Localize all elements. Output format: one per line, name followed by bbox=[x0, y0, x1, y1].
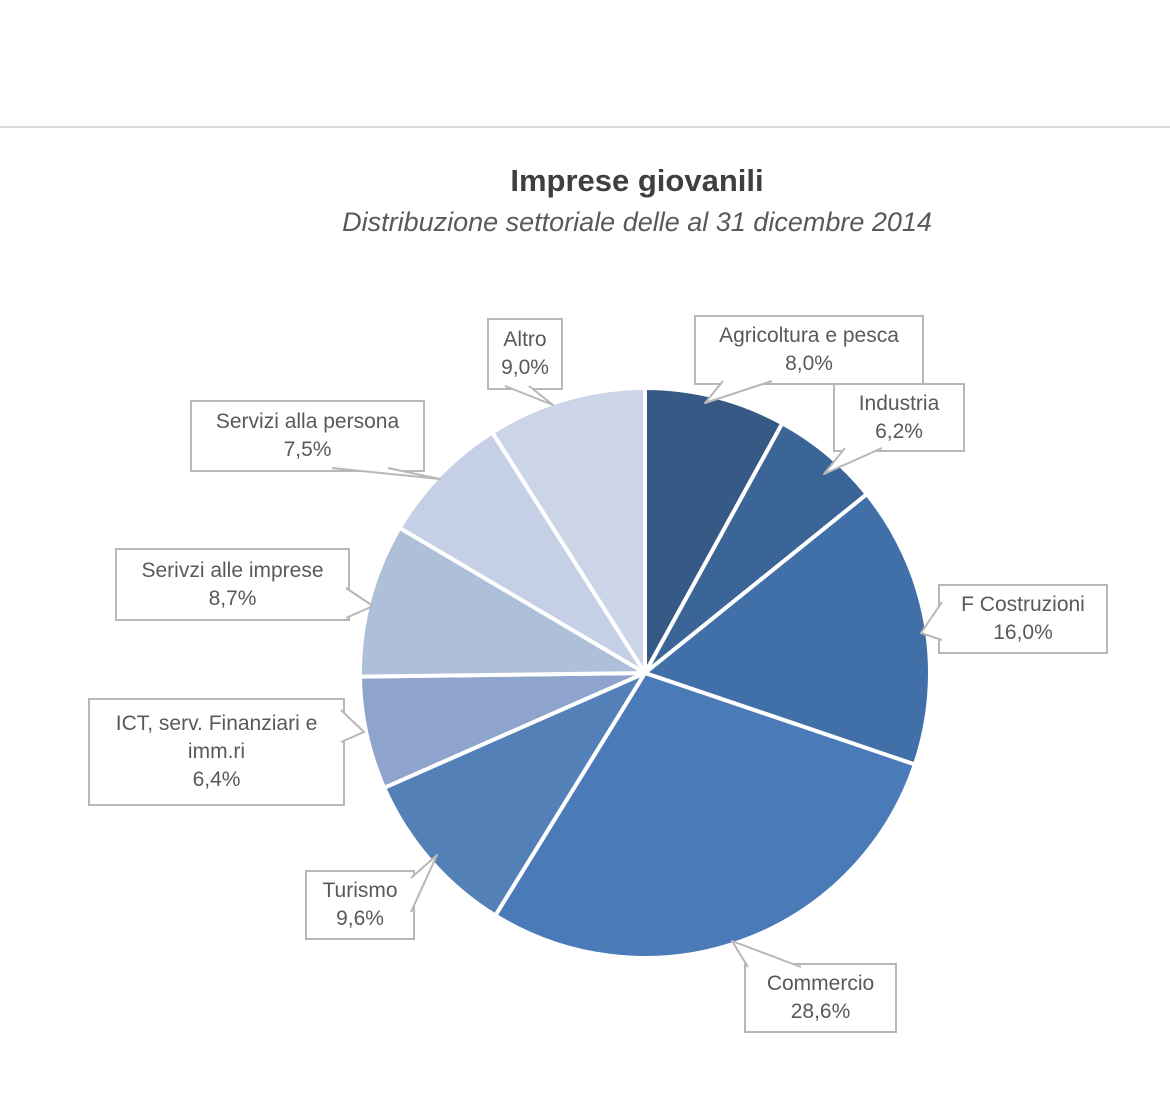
callout-label: Serivzi alle imprese bbox=[141, 558, 324, 582]
callout-label: F Costruzioni bbox=[961, 593, 1085, 617]
callout-label: Agricoltura e pesca bbox=[719, 324, 899, 348]
callout-altro[interactable]: Altro 9,0% bbox=[487, 318, 563, 390]
chart-subtitle: Distribuzione settoriale delle al 31 dic… bbox=[342, 207, 932, 237]
callout-f-costruzioni[interactable]: F Costruzioni 16,0% bbox=[938, 584, 1108, 654]
callout-turismo[interactable]: Turismo 9,6% bbox=[305, 870, 415, 940]
callout-commercio[interactable]: Commercio 28,6% bbox=[744, 963, 897, 1033]
callout-value: 9,6% bbox=[336, 907, 384, 930]
callout-industria[interactable]: Industria 6,2% bbox=[833, 383, 965, 452]
callout-label: Industria bbox=[858, 391, 940, 415]
callout-label: Turismo bbox=[322, 879, 398, 903]
top-divider bbox=[0, 126, 1170, 128]
callout-value: 7,5% bbox=[283, 438, 332, 461]
callout-servizi-alla-persona[interactable]: Servizi alla persona 7,5% bbox=[190, 400, 425, 472]
callout-value: 8,7% bbox=[208, 586, 257, 610]
pie-slice-8[interactable] bbox=[490, 386, 647, 675]
chart-title: Imprese giovanili bbox=[510, 163, 764, 198]
callout-label: ICT, serv. Finanziari e imm.ri bbox=[115, 712, 318, 764]
callout-ict-serv-finanziari[interactable]: ICT, serv. Finanziari e imm.ri 6,4% bbox=[88, 698, 345, 806]
callout-serivzi-alle-imprese[interactable]: Serivzi alle imprese 8,7% bbox=[115, 548, 350, 621]
callout-value: 6,2% bbox=[875, 419, 923, 443]
callout-value: 8,0% bbox=[785, 352, 833, 375]
callout-value: 16,0% bbox=[993, 621, 1053, 644]
callout-agricoltura-e-pesca[interactable]: Agricoltura e pesca 8,0% bbox=[694, 315, 924, 385]
callout-label: Servizi alla persona bbox=[215, 410, 400, 434]
callout-label: Altro bbox=[503, 328, 547, 352]
callout-value: 28,6% bbox=[790, 1000, 851, 1023]
callout-label: Commercio bbox=[766, 972, 875, 996]
callout-value: 6,4% bbox=[192, 767, 241, 791]
callout-value: 9,0% bbox=[501, 356, 549, 379]
pie-slice-5[interactable] bbox=[358, 671, 647, 790]
